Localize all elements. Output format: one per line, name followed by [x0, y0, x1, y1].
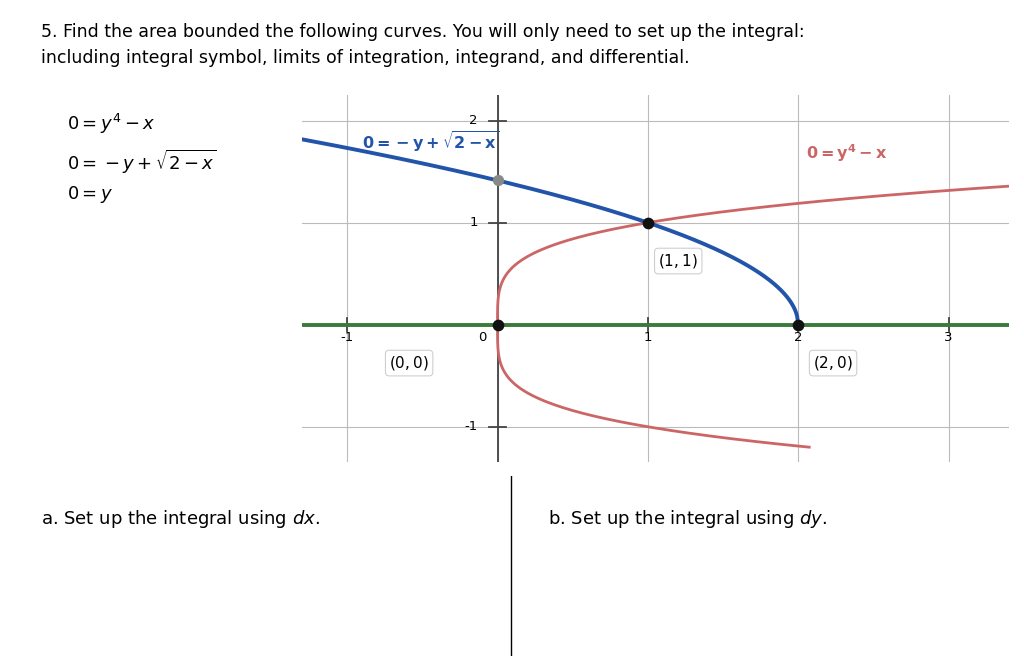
Text: -1: -1: [341, 331, 354, 344]
Text: 2: 2: [794, 331, 803, 344]
Point: [489, 175, 506, 186]
Point: [640, 217, 656, 228]
Text: $(2, 0)$: $(2, 0)$: [813, 354, 853, 372]
Text: -1: -1: [465, 420, 478, 433]
Text: $0 = y$: $0 = y$: [67, 184, 113, 205]
Text: a. Set up the integral using $dx$.: a. Set up the integral using $dx$.: [41, 508, 319, 530]
Text: $(1, 1)$: $(1, 1)$: [658, 252, 698, 270]
Text: 3: 3: [944, 331, 952, 344]
Text: 0: 0: [478, 331, 487, 344]
Text: b. Set up the integral using $dy$.: b. Set up the integral using $dy$.: [548, 508, 827, 530]
Text: 5. Find the area bounded the following curves. You will only need to set up the : 5. Find the area bounded the following c…: [41, 23, 805, 41]
Text: $\mathbf{0 = y^4 - x}$: $\mathbf{0 = y^4 - x}$: [806, 143, 887, 165]
Text: $(0, 0)$: $(0, 0)$: [389, 354, 429, 372]
Text: including integral symbol, limits of integration, integrand, and differential.: including integral symbol, limits of int…: [41, 49, 689, 67]
Text: 1: 1: [469, 216, 478, 229]
Text: $0 = y^4 - x$: $0 = y^4 - x$: [67, 112, 155, 136]
Text: $\mathbf{0 = -y + \sqrt{2 - x}}$: $\mathbf{0 = -y + \sqrt{2 - x}}$: [362, 129, 500, 154]
Text: $0 = -y + \sqrt{2 - x}$: $0 = -y + \sqrt{2 - x}$: [67, 148, 216, 176]
Point: [489, 319, 506, 330]
Text: 2: 2: [469, 114, 478, 127]
Text: 1: 1: [644, 331, 652, 344]
Point: [790, 319, 806, 330]
